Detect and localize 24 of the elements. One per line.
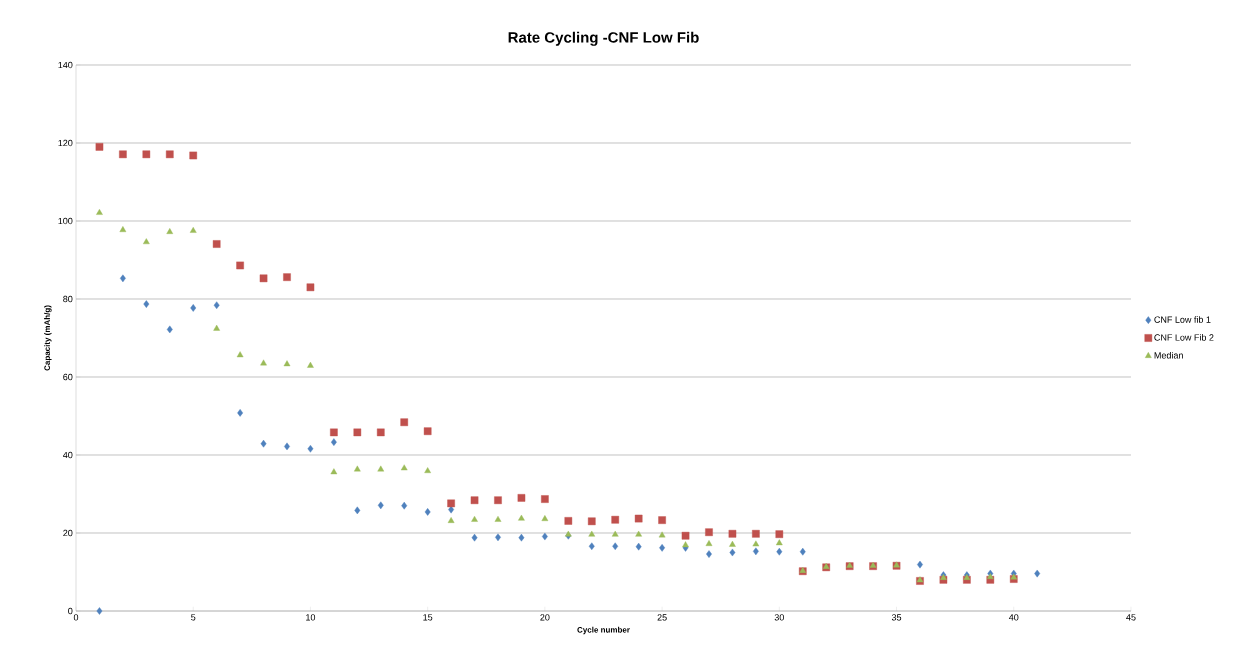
y-tick-label: 40 (63, 451, 73, 459)
y-tick-label: 60 (63, 373, 73, 381)
chart-title: Rate Cycling -CNF Low Fib (508, 31, 699, 46)
x-tick-label: 20 (540, 614, 550, 621)
y-tick-label: 20 (63, 529, 73, 537)
y-axis-title: Capacity (mAh/g) (44, 305, 52, 371)
x-tick-label: 10 (306, 614, 316, 621)
x-tick-label: 15 (423, 614, 433, 621)
y-tick-label: 140 (58, 61, 73, 69)
y-tick-label: 0 (68, 607, 73, 615)
x-tick-label: 25 (657, 614, 667, 621)
x-tick-label: 0 (73, 614, 79, 621)
x-tick-label: 40 (1008, 614, 1019, 621)
legend-label: CNF Low Fib 2 (1154, 334, 1214, 341)
y-tick-label: 120 (58, 139, 73, 147)
x-axis-title: Cycle number (577, 626, 630, 635)
legend-label: Median (1154, 351, 1183, 359)
x-tick-label: 35 (891, 614, 902, 621)
y-tick-label: 80 (63, 295, 73, 303)
x-tick-label: 5 (191, 614, 196, 621)
x-tick-label: 45 (1126, 614, 1136, 621)
legend-label: CNF Low fib 1 (1154, 316, 1211, 323)
x-tick-label: 30 (774, 614, 784, 621)
y-tick-label: 100 (58, 217, 73, 225)
